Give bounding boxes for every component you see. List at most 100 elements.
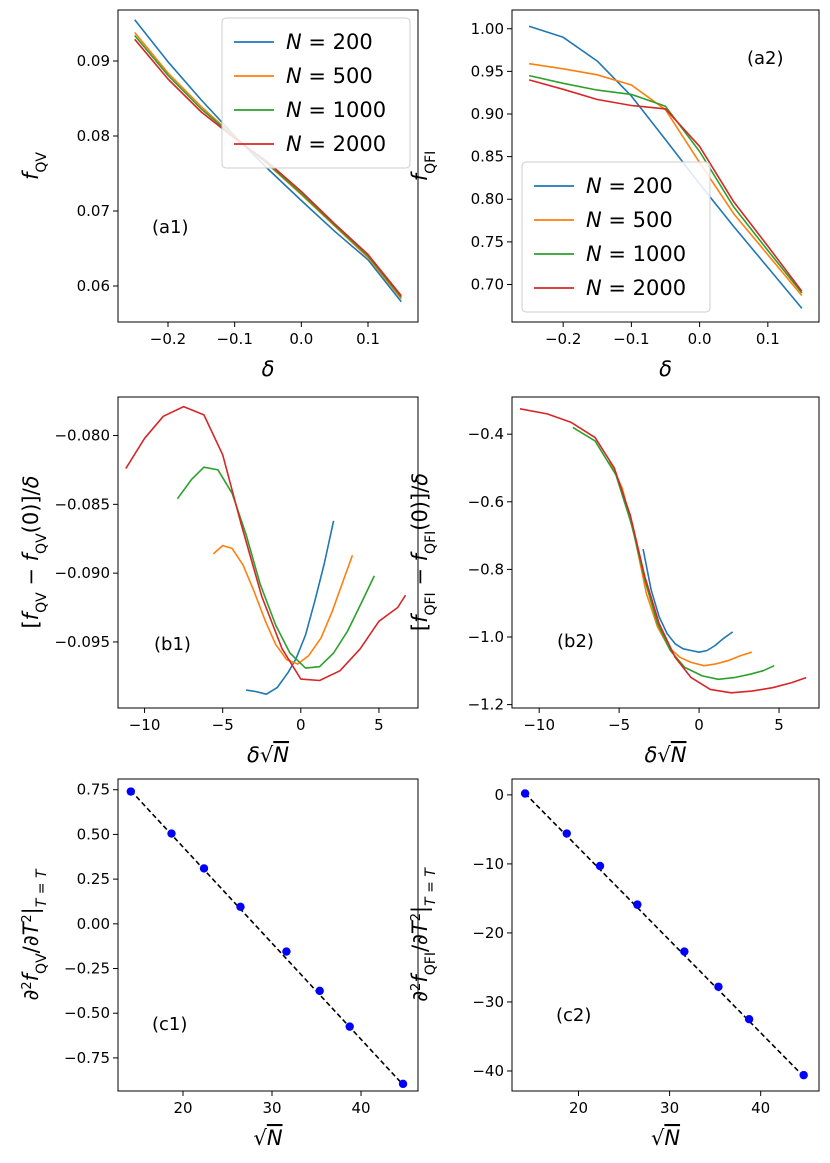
chart-a1: −0.2 −0.1 0.0 0.1 0.06 0.07 0.08 0.09 (a1) δ fQV N …: [19, 9, 419, 381]
x-tick-label: 5: [374, 716, 384, 734]
x-tick-label: 0: [296, 716, 306, 734]
y-tick-label: 1.00: [471, 20, 504, 38]
fit-line: [524, 792, 805, 1078]
series-line-2000: [528, 79, 803, 292]
x-tick-label: −0.2: [150, 330, 186, 348]
series-line-500: [212, 544, 354, 665]
y-axis-label: fQFI: [408, 151, 439, 182]
chart-c2: 20 30 40 −40 −30 −20 −10 0 (c2) √N ∂2fQFI/∂T2|T = …: [408, 778, 820, 1150]
series-line-200: [245, 520, 335, 696]
data-point: [744, 1015, 754, 1024]
y-axis-label: [fQFI − fQFI(0)]/δ: [408, 473, 439, 631]
legend-entry: N = 200: [286, 30, 373, 54]
data-point: [714, 982, 723, 991]
data-point: [126, 787, 136, 796]
chart-b2: −10 −5 0 5 −1.2 −1.0 −0.8 −0.6 −0.4 (b2) δ√N [fQFI …: [408, 396, 820, 767]
y-tick-label: −0.4: [468, 425, 504, 443]
y-tick-label: −20: [472, 924, 504, 942]
y-tick-label: −0.6: [468, 493, 504, 511]
x-tick-label: −0.2: [545, 330, 581, 348]
plot-area-c2: [524, 792, 805, 1078]
y-tick-label: 0.70: [471, 275, 504, 293]
y-tick-label: −0.080: [54, 427, 110, 445]
y-axis-label: fQV: [19, 152, 50, 180]
x-tick-label: −5: [212, 716, 234, 734]
x-tick-label: −0.1: [216, 330, 252, 348]
x-axis-label: δ√N: [247, 743, 289, 767]
axes-frame: [117, 778, 419, 1092]
y-tick-label: −0.25: [64, 960, 110, 978]
y-tick-label: 0.07: [77, 202, 110, 220]
legend-entry: N = 2000: [586, 276, 686, 300]
series-line-2000: [125, 405, 407, 682]
panel-annotation: (a2): [747, 48, 784, 69]
panel-annotation: (b2): [557, 631, 594, 652]
series-line-200: [528, 25, 803, 309]
legend-entry: N = 1000: [286, 98, 386, 122]
series-line-1000: [528, 74, 803, 294]
y-tick-label: 0.50: [77, 825, 110, 843]
y-tick-label: −30: [472, 993, 504, 1011]
y-tick-label: −10: [472, 855, 504, 873]
x-tick-label: 0.0: [289, 330, 313, 348]
panel-annotation: (c2): [556, 1005, 591, 1026]
y-tick-label: −0.75: [64, 1049, 110, 1067]
legend-box: [521, 161, 711, 313]
data-point: [520, 789, 530, 798]
data-point: [282, 947, 291, 956]
data-point: [199, 864, 209, 873]
y-tick-label: −0.090: [54, 564, 110, 582]
x-tick-label: −10: [523, 716, 555, 734]
data-point: [595, 861, 605, 871]
data-point: [398, 1079, 408, 1089]
axes-frame: [511, 778, 820, 1092]
x-tick-label: 0.0: [688, 330, 712, 348]
panel-annotation: (a1): [152, 217, 189, 238]
x-tick-label: −10: [129, 716, 161, 734]
plot-area-c1: [130, 790, 404, 1086]
data-point: [236, 902, 245, 912]
series-line-1000: [176, 466, 376, 669]
y-tick-label: 0.25: [77, 870, 110, 888]
panel-annotation: (c1): [152, 1014, 187, 1035]
axes-frame: [117, 9, 419, 323]
x-tick-label: 0.1: [356, 330, 380, 348]
chart-a2: −0.2 −0.1 0.0 0.1 0.70 0.75 0.80 0.85 0.90 0.95 1.…: [408, 9, 820, 381]
y-tick-label: −40: [472, 1062, 504, 1080]
y-axis-label: ∂2fQFI/∂T2|T = T: [408, 867, 439, 1002]
legend: N = 200 N = 500 N = 1000 N = 2000: [521, 161, 711, 313]
plot-area-a2: [528, 25, 803, 309]
legend-entry: N = 200: [586, 174, 673, 198]
y-tick-label: −0.8: [468, 560, 504, 578]
axes-frame: [511, 9, 820, 323]
y-tick-label: −0.085: [54, 495, 110, 513]
series-line-1000: [572, 426, 775, 681]
y-axis-label: ∂2fQV/∂T2|T = T: [19, 868, 50, 1000]
series-line-200: [642, 548, 734, 654]
y-tick-label: 0.90: [471, 105, 504, 123]
data-point: [315, 986, 324, 996]
fit-line: [130, 790, 404, 1086]
legend-box: [221, 17, 411, 169]
y-tick-label: −1.2: [468, 696, 504, 714]
data-point: [680, 947, 689, 956]
legend-entry: N = 1000: [586, 242, 686, 266]
x-tick-label: 30: [660, 1099, 679, 1117]
y-tick-label: 0.75: [77, 781, 110, 799]
axes-frame: [511, 396, 820, 709]
x-axis-label: δ: [659, 357, 672, 381]
data-point: [633, 900, 642, 909]
y-tick-label: 0.85: [471, 148, 504, 166]
series-line-200: [134, 19, 402, 303]
plot-area-b1: [125, 405, 407, 696]
y-tick-label: −1.0: [468, 628, 504, 646]
x-axis-label: √N: [253, 1126, 282, 1150]
legend-entry: N = 2000: [286, 132, 386, 156]
legend: N = 200 N = 500 N = 1000 N = 2000: [221, 17, 411, 169]
x-tick-label: 40: [751, 1099, 770, 1117]
y-tick-label: 0.95: [471, 62, 504, 80]
y-tick-label: 0.09: [77, 52, 110, 70]
data-point: [167, 829, 176, 838]
x-tick-label: 20: [173, 1099, 192, 1117]
